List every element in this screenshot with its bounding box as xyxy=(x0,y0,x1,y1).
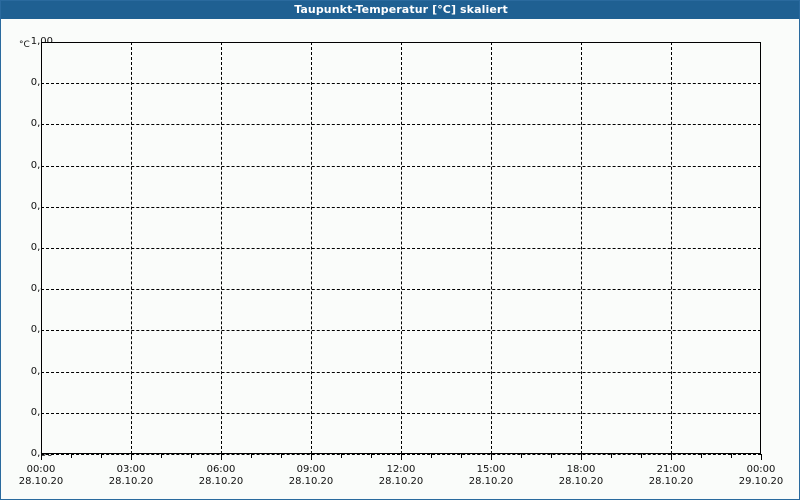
x-axis-tick-time: 21:00 xyxy=(656,464,686,475)
grid-line-vertical xyxy=(671,42,672,454)
x-axis-tick-major xyxy=(41,454,42,460)
grid-line-horizontal xyxy=(41,454,761,455)
x-axis-tick-label: 00:00 29.10.20 xyxy=(716,464,799,488)
x-axis-tick-minor xyxy=(701,454,702,458)
x-axis-tick-minor xyxy=(161,454,162,458)
x-axis-tick-minor xyxy=(251,454,252,458)
x-axis-tick-date: 28.10.20 xyxy=(558,476,604,487)
x-axis-tick-minor xyxy=(191,454,192,458)
x-axis-tick-minor xyxy=(71,454,72,458)
grid-line-vertical xyxy=(401,42,402,454)
grid-line-vertical xyxy=(581,42,582,454)
x-axis-tick-time: 06:00 xyxy=(206,464,236,475)
x-axis-tick-label: 15:00 28.10.20 xyxy=(446,464,536,488)
x-axis-tick-label: 03:00 28.10.20 xyxy=(86,464,176,488)
plot-area xyxy=(41,42,761,455)
x-axis-tick-date: 29.10.20 xyxy=(738,476,784,487)
x-axis-tick-date: 28.10.20 xyxy=(468,476,514,487)
x-axis-tick-minor xyxy=(281,454,282,458)
x-axis-tick-major xyxy=(311,454,312,460)
x-axis-tick-minor xyxy=(101,454,102,458)
grid-line-vertical xyxy=(131,42,132,454)
grid-line-vertical xyxy=(221,42,222,454)
x-axis-tick-label: 12:00 28.10.20 xyxy=(356,464,446,488)
x-axis-tick-time: 03:00 xyxy=(116,464,146,475)
x-axis-tick-time: 09:00 xyxy=(296,464,326,475)
x-axis-tick-label: 21:00 28.10.20 xyxy=(626,464,716,488)
x-axis-tick-major xyxy=(761,454,762,460)
x-axis-tick-minor xyxy=(431,454,432,458)
x-axis-tick-date: 28.10.20 xyxy=(198,476,244,487)
x-axis-tick-minor xyxy=(641,454,642,458)
x-axis-tick-date: 28.10.20 xyxy=(108,476,154,487)
x-axis-tick-major xyxy=(401,454,402,460)
x-axis-tick-major xyxy=(581,454,582,460)
x-axis-tick-label: 00:00 28.10.20 xyxy=(1,464,86,488)
x-axis-tick-date: 28.10.20 xyxy=(18,476,64,487)
x-axis-tick-label: 18:00 28.10.20 xyxy=(536,464,626,488)
x-axis-tick-time: 12:00 xyxy=(386,464,416,475)
x-axis-tick-minor xyxy=(461,454,462,458)
x-axis-tick-label: 09:00 28.10.20 xyxy=(266,464,356,488)
x-axis-tick-date: 28.10.20 xyxy=(648,476,694,487)
x-axis-tick-time: 15:00 xyxy=(476,464,506,475)
title-bar: Taupunkt-Temperatur [°C] skaliert xyxy=(1,1,799,19)
x-axis-tick-major xyxy=(131,454,132,460)
x-axis-tick-time: 00:00 xyxy=(26,464,56,475)
grid-line-vertical xyxy=(491,42,492,454)
x-axis-tick-date: 28.10.20 xyxy=(288,476,334,487)
x-axis-tick-time: 18:00 xyxy=(566,464,596,475)
x-axis-tick-minor xyxy=(521,454,522,458)
grid-line-vertical xyxy=(311,42,312,454)
chart-title: Taupunkt-Temperatur [°C] skaliert xyxy=(294,3,508,16)
x-axis-tick-major xyxy=(221,454,222,460)
x-axis-tick-minor xyxy=(371,454,372,458)
y-axis-tick-label: 1,00 xyxy=(7,37,53,47)
x-axis-tick-minor xyxy=(731,454,732,458)
x-axis-tick-time: 00:00 xyxy=(746,464,776,475)
x-axis-tick-date: 28.10.20 xyxy=(378,476,424,487)
x-axis-tick-major xyxy=(491,454,492,460)
x-axis-tick-minor xyxy=(611,454,612,458)
x-axis-tick-major xyxy=(671,454,672,460)
y-axis-unit-label: °C xyxy=(19,40,30,50)
x-axis-tick-label: 06:00 28.10.20 xyxy=(176,464,266,488)
x-axis-tick-minor xyxy=(551,454,552,458)
x-axis-tick-minor xyxy=(341,454,342,458)
